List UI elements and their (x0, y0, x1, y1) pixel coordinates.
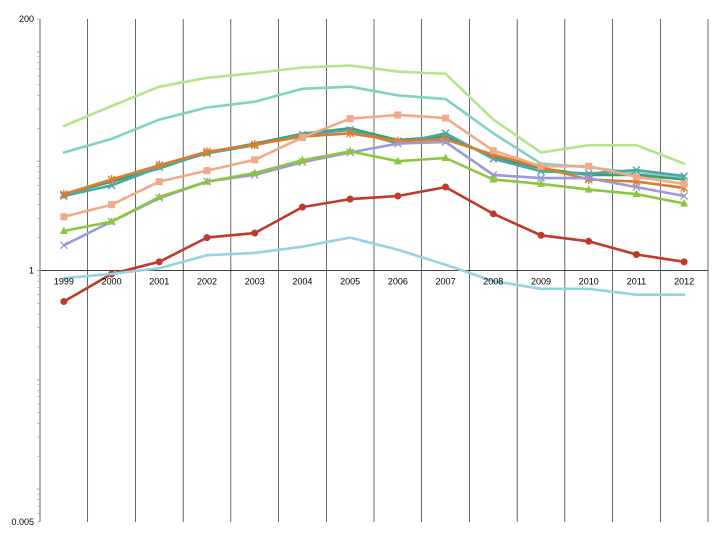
series-6-point (632, 173, 640, 181)
series-6-point (298, 133, 306, 141)
series-9-point (585, 237, 593, 245)
series-4-point (632, 166, 641, 175)
series-6-line (62, 113, 686, 219)
series-8-point (680, 199, 689, 207)
series-9-point (442, 183, 450, 191)
series-7-point (441, 137, 450, 146)
series-5-point (155, 160, 164, 170)
series-9-point (298, 203, 306, 211)
x-tick-label: 2007 (436, 277, 456, 287)
x-tick-label: 2011 (627, 277, 646, 287)
series-group (59, 64, 689, 306)
series-7-point (393, 139, 402, 148)
series-8-point (393, 156, 402, 165)
series-5-point (59, 189, 68, 199)
series-5-point (107, 175, 116, 185)
series-10-line (62, 236, 686, 296)
series-8-point (632, 189, 641, 198)
series-9-point (251, 229, 259, 237)
series-6-point (346, 115, 354, 123)
series-6-point (203, 167, 211, 175)
series-6-point (394, 111, 402, 119)
series-6-point (585, 162, 593, 170)
series-6-point (537, 162, 545, 170)
series-9-point (346, 195, 354, 203)
series-8-point (203, 177, 211, 185)
x-tick-label: 2008 (483, 277, 503, 287)
series-5-point (346, 128, 355, 138)
series-8-point (489, 175, 498, 183)
series-10 (62, 236, 686, 296)
series-8-point (537, 179, 545, 187)
x-tick-label: 2003 (245, 277, 265, 287)
x-tick-label: 2001 (149, 277, 169, 287)
series-7-point (632, 183, 641, 192)
series-9-point (680, 258, 688, 266)
series-6-point (489, 147, 497, 155)
y-tick-labels: 200 1 0.005 (11, 14, 34, 527)
series-6-point (108, 201, 116, 209)
x-tick-label: 2005 (340, 277, 360, 287)
series-9-point (632, 251, 640, 259)
series-6-point (442, 114, 450, 122)
x-tick-label: 2000 (102, 277, 122, 287)
series-7-point (59, 241, 68, 250)
y-tick-label: 0.005 (11, 517, 34, 527)
series-8-point (298, 155, 307, 164)
series-9-point (394, 192, 402, 200)
series-6-point (155, 178, 163, 186)
series-8 (59, 146, 689, 234)
series-7-point (680, 192, 689, 201)
series-6-point (680, 180, 688, 188)
series-9-line (62, 185, 686, 303)
series-8-point (441, 153, 450, 161)
series-8-point (250, 168, 259, 176)
x-tick-label: 2006 (388, 277, 408, 287)
y-tick-label: 1 (29, 266, 34, 276)
series-7-point (537, 174, 545, 183)
series-8-point (584, 185, 593, 193)
series-4-point (441, 129, 450, 138)
series-8-point (59, 226, 68, 234)
series-7-point (584, 174, 593, 183)
axes (37, 18, 41, 523)
series-9-point (203, 234, 211, 242)
series-6-point (251, 156, 259, 164)
x-tick-label: 2010 (579, 277, 599, 287)
x-tick-label: 1999 (54, 277, 74, 287)
series-1 (62, 64, 686, 165)
series-4-point (680, 172, 689, 181)
series-8-point (155, 192, 164, 201)
series-6 (60, 111, 688, 221)
x-tick-label: 2002 (197, 277, 217, 287)
x-tick-label: 2004 (292, 277, 312, 287)
x-tick-labels: 1999 2000 2001 2002 2003 2004 2005 2006 2007 2008… (54, 277, 694, 287)
series-8-line (62, 150, 686, 233)
series-1-line (62, 64, 686, 165)
series-5-point (250, 140, 259, 150)
series-9-point (60, 298, 68, 306)
series-5-point (203, 147, 211, 157)
series-6-point (60, 213, 68, 221)
series-8-point (107, 217, 116, 225)
series-8-point (346, 146, 355, 155)
grid (39, 19, 709, 522)
series-9-point (489, 210, 497, 218)
x-tick-label: 2009 (531, 277, 551, 287)
series-9-point (155, 258, 163, 266)
x-tick-label: 2012 (674, 277, 694, 287)
series-4-point (107, 181, 116, 190)
series-9-point (537, 231, 545, 239)
y-tick-label: 200 (19, 14, 34, 24)
